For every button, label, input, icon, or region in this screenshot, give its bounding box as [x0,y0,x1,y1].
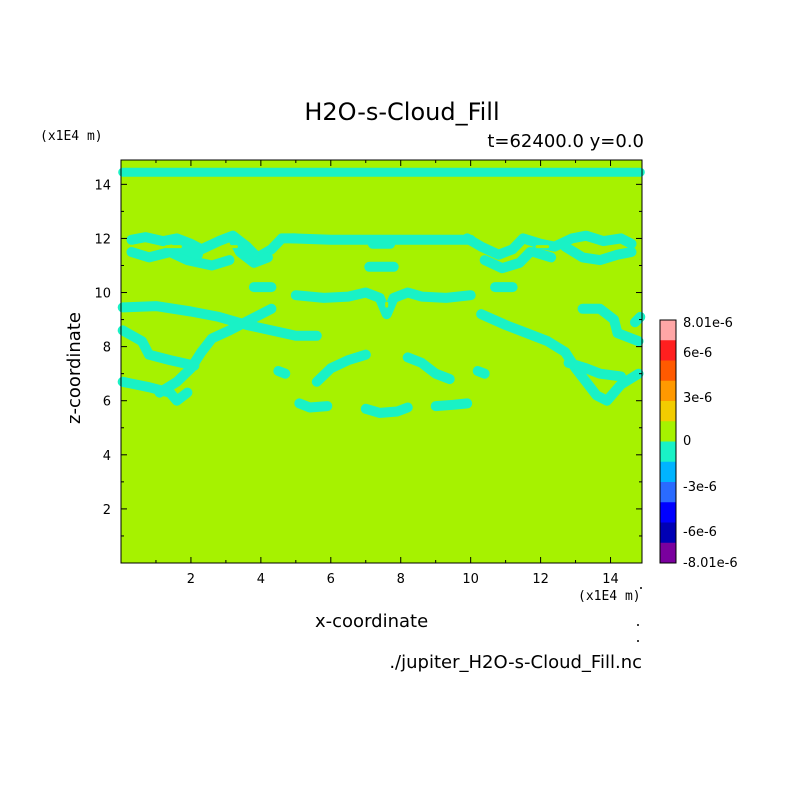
chart-subtitle: t=62400.0 y=0.0 [487,131,644,152]
colorbar-label: -6e-6 [683,525,717,540]
marker-dot [640,587,642,589]
colorbar-segment [660,502,676,523]
y-tick-label: 14 [94,178,111,193]
colorbar-label: -3e-6 [683,480,717,495]
colorbar-segment [660,461,676,483]
cloud-region [154,303,277,398]
colorbar-segment [660,421,676,442]
colorbar-frame [659,319,677,564]
cloud-region [560,241,637,266]
cloud-region [563,357,626,382]
cloud-region [126,230,301,263]
x-tick-label: 6 [327,572,335,587]
chart-title: H2O-s-Cloud_Fill [304,98,500,126]
colorbar-segment [660,441,676,463]
cloud-region [273,366,291,379]
y-tick-label: 2 [103,503,111,518]
x-tick-label: 8 [397,572,405,587]
colorbar-segment [660,401,676,422]
colorbar-label: 3e-6 [683,391,712,406]
y-tick-label: 4 [103,449,111,464]
cloud-region [117,325,200,371]
cloud-region [294,398,333,413]
cloud-region [290,287,476,320]
marker-dot [637,624,639,626]
colorbar-label: 6e-6 [683,346,712,361]
field-background [121,160,642,563]
cloud-region [126,247,235,271]
colorbar-label: -8.01e-6 [683,556,738,571]
y-tick-label: 8 [103,341,111,356]
cloud-region [472,366,490,379]
colorbar: 8.01e-6 6e-6 3e-6 0 -3e-6 -6e-6 -8.01e-6 [659,316,738,571]
cloud-region [630,311,646,328]
colorbar-segment [660,360,676,382]
x-tick-label: 10 [462,572,479,587]
colorbar-segment [660,482,676,503]
y-tick-label: 12 [94,232,111,247]
axes: 2 4 6 8 10 12 14 2 4 6 8 10 12 14 [94,159,643,642]
colorbar-segment [660,340,676,361]
cloud-region [311,349,371,387]
y-tick-label: 6 [103,395,111,410]
cloud-region [117,301,322,341]
cloud-region [117,376,193,406]
cloud-region [479,247,536,274]
colorbar-label: 0 [683,434,691,449]
cloud-region [577,303,644,347]
x-tick-label: 2 [187,572,195,587]
colorbar-segment [660,380,676,402]
colorbar-segment [660,320,676,341]
plot-area [117,160,646,563]
cloud-region [402,352,455,385]
x-tick-label: 12 [532,572,549,587]
colorbar-label: 8.01e-6 [683,316,733,331]
colorbar-segment [660,542,676,564]
z-axis-unit: (x1E4 m) [40,129,103,144]
x-tick-label: 14 [602,572,619,587]
y-tick-label: 10 [94,287,111,302]
x-axis-unit: (x1E4 m) [578,589,641,604]
plot-frame [120,159,643,564]
cloud-region [528,247,557,263]
x-tick-label: 4 [257,572,265,587]
cloud-region [430,398,473,412]
x-axis-label: x-coordinate [315,611,429,632]
cloud-region [360,402,413,418]
marker-dot [637,640,639,642]
colorbar-segment [660,522,676,544]
source-filename: ./jupiter_H2O-s-Cloud_Fill.nc [389,652,642,673]
